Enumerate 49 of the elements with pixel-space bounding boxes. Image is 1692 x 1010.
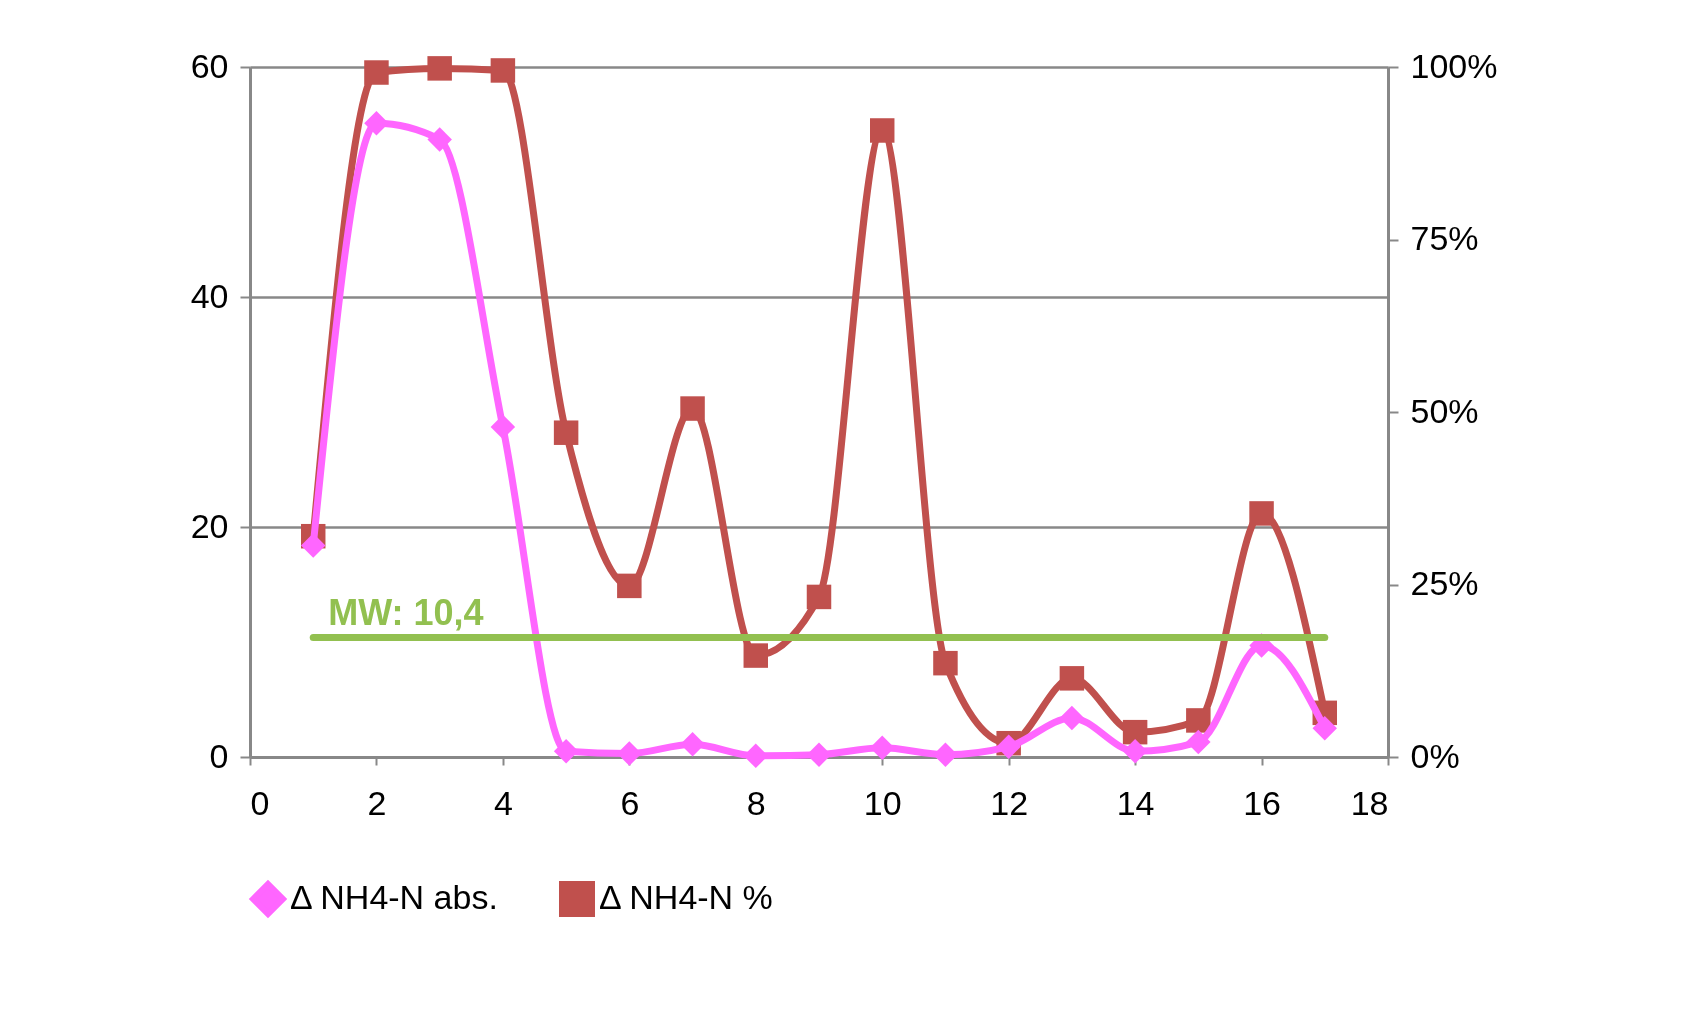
point bbox=[1059, 666, 1085, 691]
point bbox=[1186, 729, 1211, 755]
point bbox=[1249, 501, 1274, 526]
point bbox=[490, 414, 516, 440]
x-tick-label: 16 bbox=[1243, 783, 1281, 822]
y-tick-label: 0 bbox=[209, 736, 229, 775]
legend-label: Δ NH4-N abs. bbox=[290, 878, 498, 916]
legend-label: Δ NH4-N % bbox=[599, 878, 773, 916]
y-tick-label: 60 bbox=[190, 46, 229, 85]
x-tick-label: 4 bbox=[493, 783, 513, 822]
point bbox=[364, 111, 389, 136]
point bbox=[869, 118, 895, 143]
point bbox=[617, 741, 642, 766]
point bbox=[806, 742, 832, 767]
x-tick-label: 8 bbox=[746, 783, 766, 822]
x-tick-label: 2 bbox=[367, 783, 387, 822]
point bbox=[680, 396, 705, 421]
point bbox=[743, 643, 769, 668]
y-tick-label: 20 bbox=[190, 506, 229, 545]
point bbox=[680, 732, 705, 757]
point bbox=[364, 60, 389, 85]
x-tick-label: 18 bbox=[1350, 783, 1389, 822]
y-tick-label: 40 bbox=[190, 276, 229, 315]
point bbox=[553, 420, 579, 445]
point bbox=[553, 739, 579, 764]
y2-tick-label: 50% bbox=[1410, 391, 1479, 430]
point bbox=[1122, 719, 1148, 745]
point bbox=[427, 127, 452, 152]
x-tick-label: 14 bbox=[1116, 783, 1155, 822]
point bbox=[1122, 739, 1148, 764]
point bbox=[300, 533, 326, 558]
y2-tick-label: 0% bbox=[1410, 736, 1460, 775]
y2-tick-label: 100% bbox=[1410, 46, 1498, 85]
point bbox=[490, 58, 516, 83]
point bbox=[1186, 708, 1211, 733]
x-tick-label: 12 bbox=[990, 783, 1029, 822]
y2-tick-label: 75% bbox=[1410, 219, 1479, 257]
x-tick-label: 6 bbox=[620, 783, 640, 822]
y2-tick-label: 25% bbox=[1410, 564, 1479, 602]
point bbox=[427, 56, 452, 81]
point bbox=[933, 650, 958, 676]
x-tick-label: 10 bbox=[863, 783, 902, 822]
point bbox=[1059, 705, 1085, 731]
point bbox=[806, 584, 832, 610]
ref-line-label: MW: 10,4 bbox=[328, 592, 484, 634]
x-tick-label: 0 bbox=[250, 783, 270, 822]
point bbox=[617, 573, 642, 599]
point bbox=[1312, 716, 1338, 741]
point bbox=[933, 742, 958, 767]
